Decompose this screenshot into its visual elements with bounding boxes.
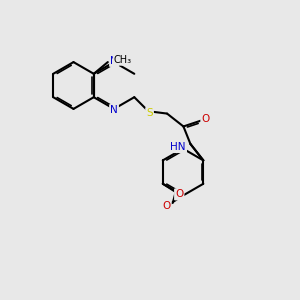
Text: O: O — [175, 189, 183, 200]
Text: N: N — [110, 56, 118, 66]
Text: CH₃: CH₃ — [114, 55, 132, 65]
Text: N: N — [110, 105, 118, 115]
Text: S: S — [146, 108, 153, 118]
Text: O: O — [201, 114, 210, 124]
Text: HN: HN — [170, 142, 186, 152]
Text: O: O — [163, 201, 171, 211]
